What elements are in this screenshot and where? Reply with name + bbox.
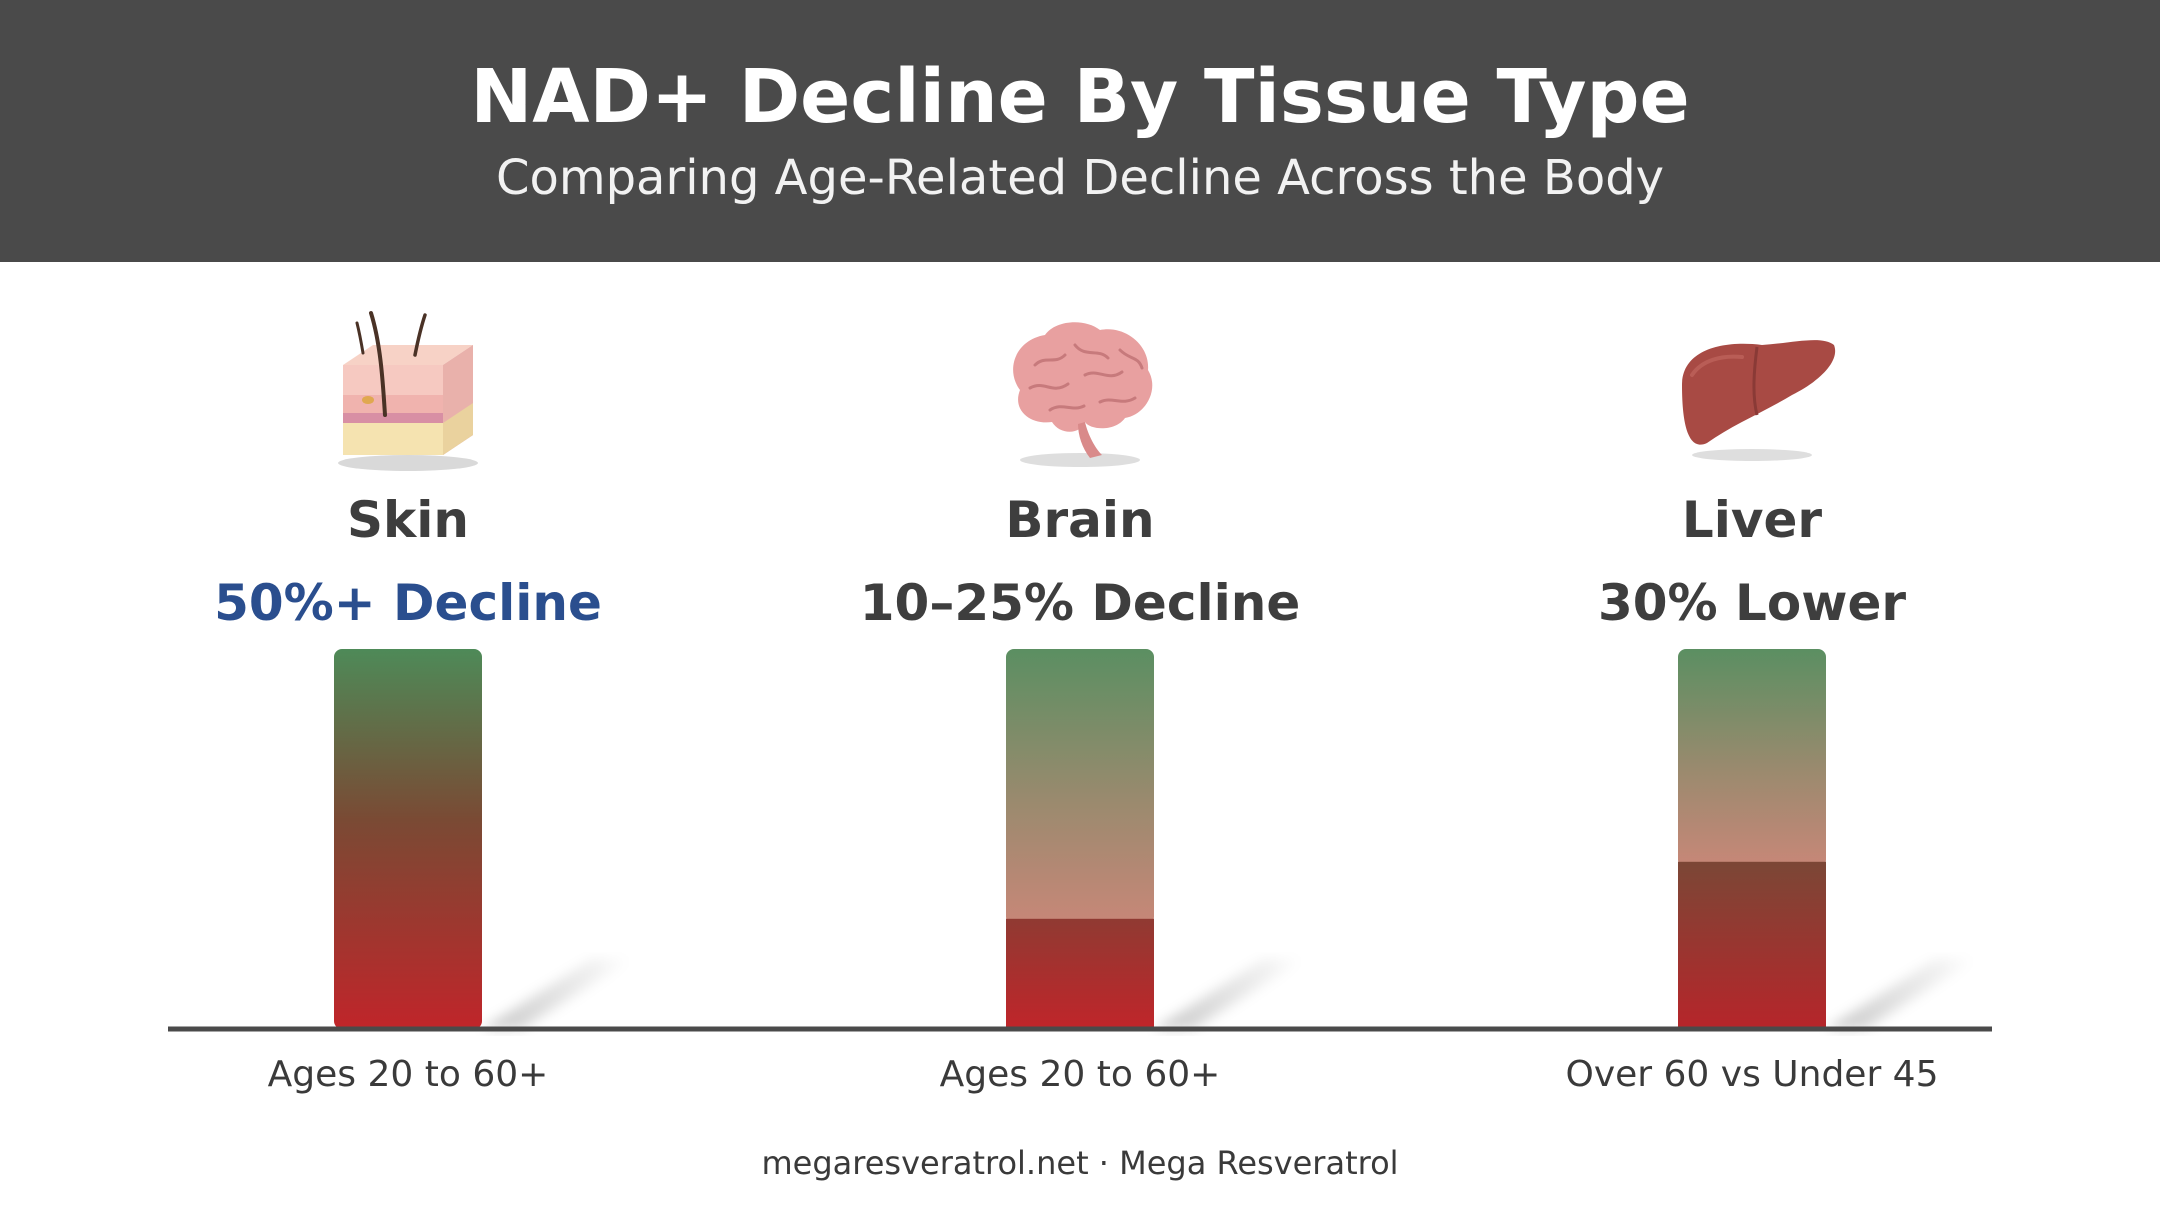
bar-liver-remaining (1678, 861, 1826, 1029)
column-skin: Skin 50%+ Decline Ages 20 to 60+ (72, 300, 744, 1100)
bar-liver-declined (1678, 649, 1826, 868)
bar-brain-remaining (1006, 918, 1154, 1029)
column-liver: Liver 30% Lower Over 60 vs Under 45 (1416, 300, 2088, 1100)
tissue-name-liver: Liver (1681, 491, 1823, 549)
decline-label-brain: 10–25% Decline (859, 574, 1301, 632)
chart-title: NAD+ Decline By Tissue Type (470, 54, 1690, 140)
decline-label-liver: 30% Lower (1597, 574, 1907, 632)
bar-shadow-liver (1826, 959, 1976, 1029)
tissue-name-brain: Brain (1005, 491, 1155, 549)
bar-shadow-brain (1154, 959, 1304, 1029)
brain-icon (1013, 322, 1153, 467)
age-label-skin: Ages 20 to 60+ (267, 1054, 549, 1095)
chart-subtitle: Comparing Age-Related Decline Across the… (495, 150, 1665, 206)
bar-brain (1006, 649, 1154, 1029)
header-banner: NAD+ Decline By Tissue Type Comparing Ag… (0, 0, 2160, 262)
tissue-name-skin: Skin (347, 491, 469, 549)
age-label-brain: Ages 20 to 60+ (939, 1054, 1221, 1095)
column-brain: Brain 10–25% Decline Ages 20 to 60+ (744, 300, 1416, 1100)
bar-shadow-skin (482, 959, 632, 1029)
bar-skin (334, 649, 482, 1029)
liver-icon (1682, 340, 1836, 461)
bar-liver (1678, 649, 1826, 1029)
skin-icon (338, 311, 478, 471)
age-label-liver: Over 60 vs Under 45 (1565, 1054, 1939, 1095)
footer-credit: megaresveratrol.net · Mega Resveratrol (761, 1144, 1399, 1182)
decline-label-skin: 50%+ Decline (214, 574, 602, 632)
bar-brain-declined (1006, 649, 1154, 925)
